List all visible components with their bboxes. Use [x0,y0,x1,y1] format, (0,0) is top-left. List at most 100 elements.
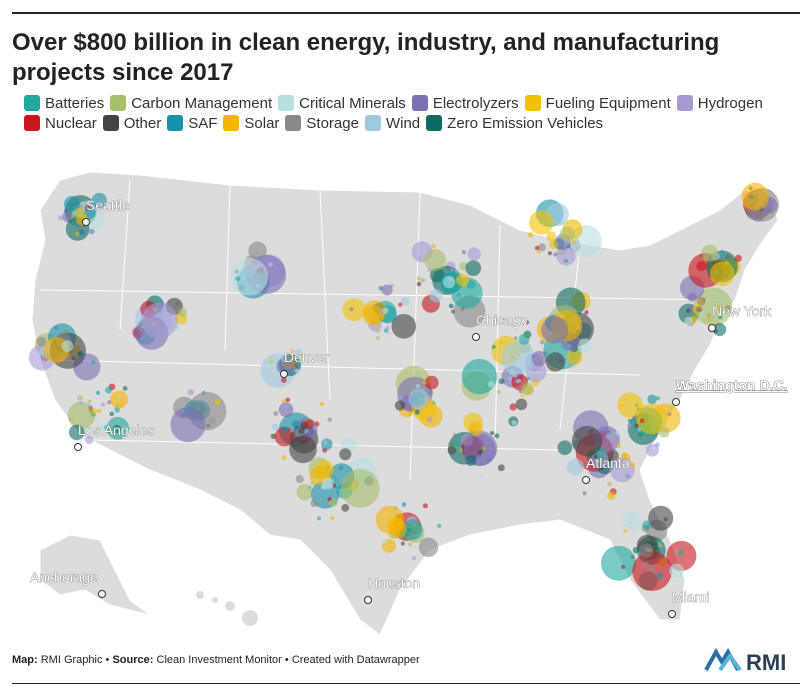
project-point [511,420,517,426]
project-point [607,482,612,487]
project-point [235,276,241,282]
project-point [465,455,477,466]
project-point [459,448,463,453]
project-point [639,418,645,424]
project-point [321,477,334,490]
project-point [607,491,616,500]
project-point [282,426,289,433]
legend-label: Storage [306,115,359,132]
legend-swatch [278,95,295,111]
project-point [531,350,547,367]
city-label: Washington D.C. [676,377,787,393]
project-point [77,350,84,357]
project-point [417,276,422,281]
project-point [416,281,422,287]
project-point [498,464,505,472]
project-point [323,440,328,445]
footer-source-value: Clean Investment Monitor [156,654,282,666]
project-point [464,459,469,464]
project-point [442,275,456,289]
project-point [634,423,639,428]
project-point [280,356,287,363]
legend-item: Solar [223,114,279,134]
project-point [401,502,407,507]
project-point [295,474,304,484]
project-point [310,481,316,486]
legend-item: Carbon Management [110,94,272,114]
project-point [422,503,428,509]
city-marker [364,596,372,604]
legend-label: Nuclear [45,115,97,132]
project-point [271,423,279,431]
project-point [637,427,642,432]
legend-item: SAF [167,114,217,134]
project-point [394,400,406,411]
project-point [100,402,106,407]
project-point [408,388,429,409]
legend-swatch [24,95,40,111]
city-marker [82,218,90,226]
project-point [623,528,628,533]
project-point [187,389,195,396]
project-point [281,377,287,383]
project-point [214,398,221,404]
project-point [339,448,352,461]
legend-swatch [524,95,541,111]
project-point [141,302,178,339]
legend-item: Hydrogen [676,94,763,114]
project-point [426,416,433,423]
project-point [627,418,632,423]
legend-item: Batteries [24,94,104,114]
project-point [88,405,93,411]
project-point [453,440,460,447]
project-point [310,499,318,508]
footer-created: Created with Datawrapper [291,654,420,666]
project-point [431,243,436,249]
legend-label: Fueling Equipment [545,95,671,112]
project-point [109,411,114,417]
project-point [69,424,85,441]
legend-label: Electrolyzers [432,95,519,112]
project-point [494,433,500,439]
project-point [105,386,112,394]
project-point [701,244,719,262]
project-point [559,226,575,242]
project-point [411,555,417,561]
project-point [276,357,294,375]
project-point [321,438,333,450]
project-point [468,421,483,437]
project-point [741,182,770,211]
project-point [496,390,501,395]
project-point [538,243,546,252]
project-point [734,254,742,262]
project-point [122,386,128,391]
city-label: Los Angeles [78,422,154,438]
project-point [622,511,643,532]
project-point [319,402,324,406]
legend-label: Solar [244,115,280,132]
legend-swatch [676,95,693,111]
legend-swatch [223,115,240,131]
city-labels: Seattle Denver Chicago New York Washington D… [30,197,788,618]
project-point [546,231,557,242]
project-point [400,296,410,306]
project-point [525,320,530,325]
project-point [509,403,517,411]
project-point [582,491,587,496]
legend-item: Other [102,114,161,134]
project-point [118,402,123,408]
legend-item: Nuclear [24,114,97,134]
project-point [424,375,439,390]
project-point [84,435,94,445]
project-point [601,545,636,581]
legend-item: Wind [364,114,420,134]
footer-source-label: Source: [112,654,154,666]
city-marker [74,443,82,451]
project-point [424,249,446,271]
project-point [421,278,426,283]
project-point [630,462,636,467]
project-point [296,483,313,501]
project-point [521,382,534,395]
legend-label: Hydrogen [697,95,763,112]
project-point [645,443,659,457]
